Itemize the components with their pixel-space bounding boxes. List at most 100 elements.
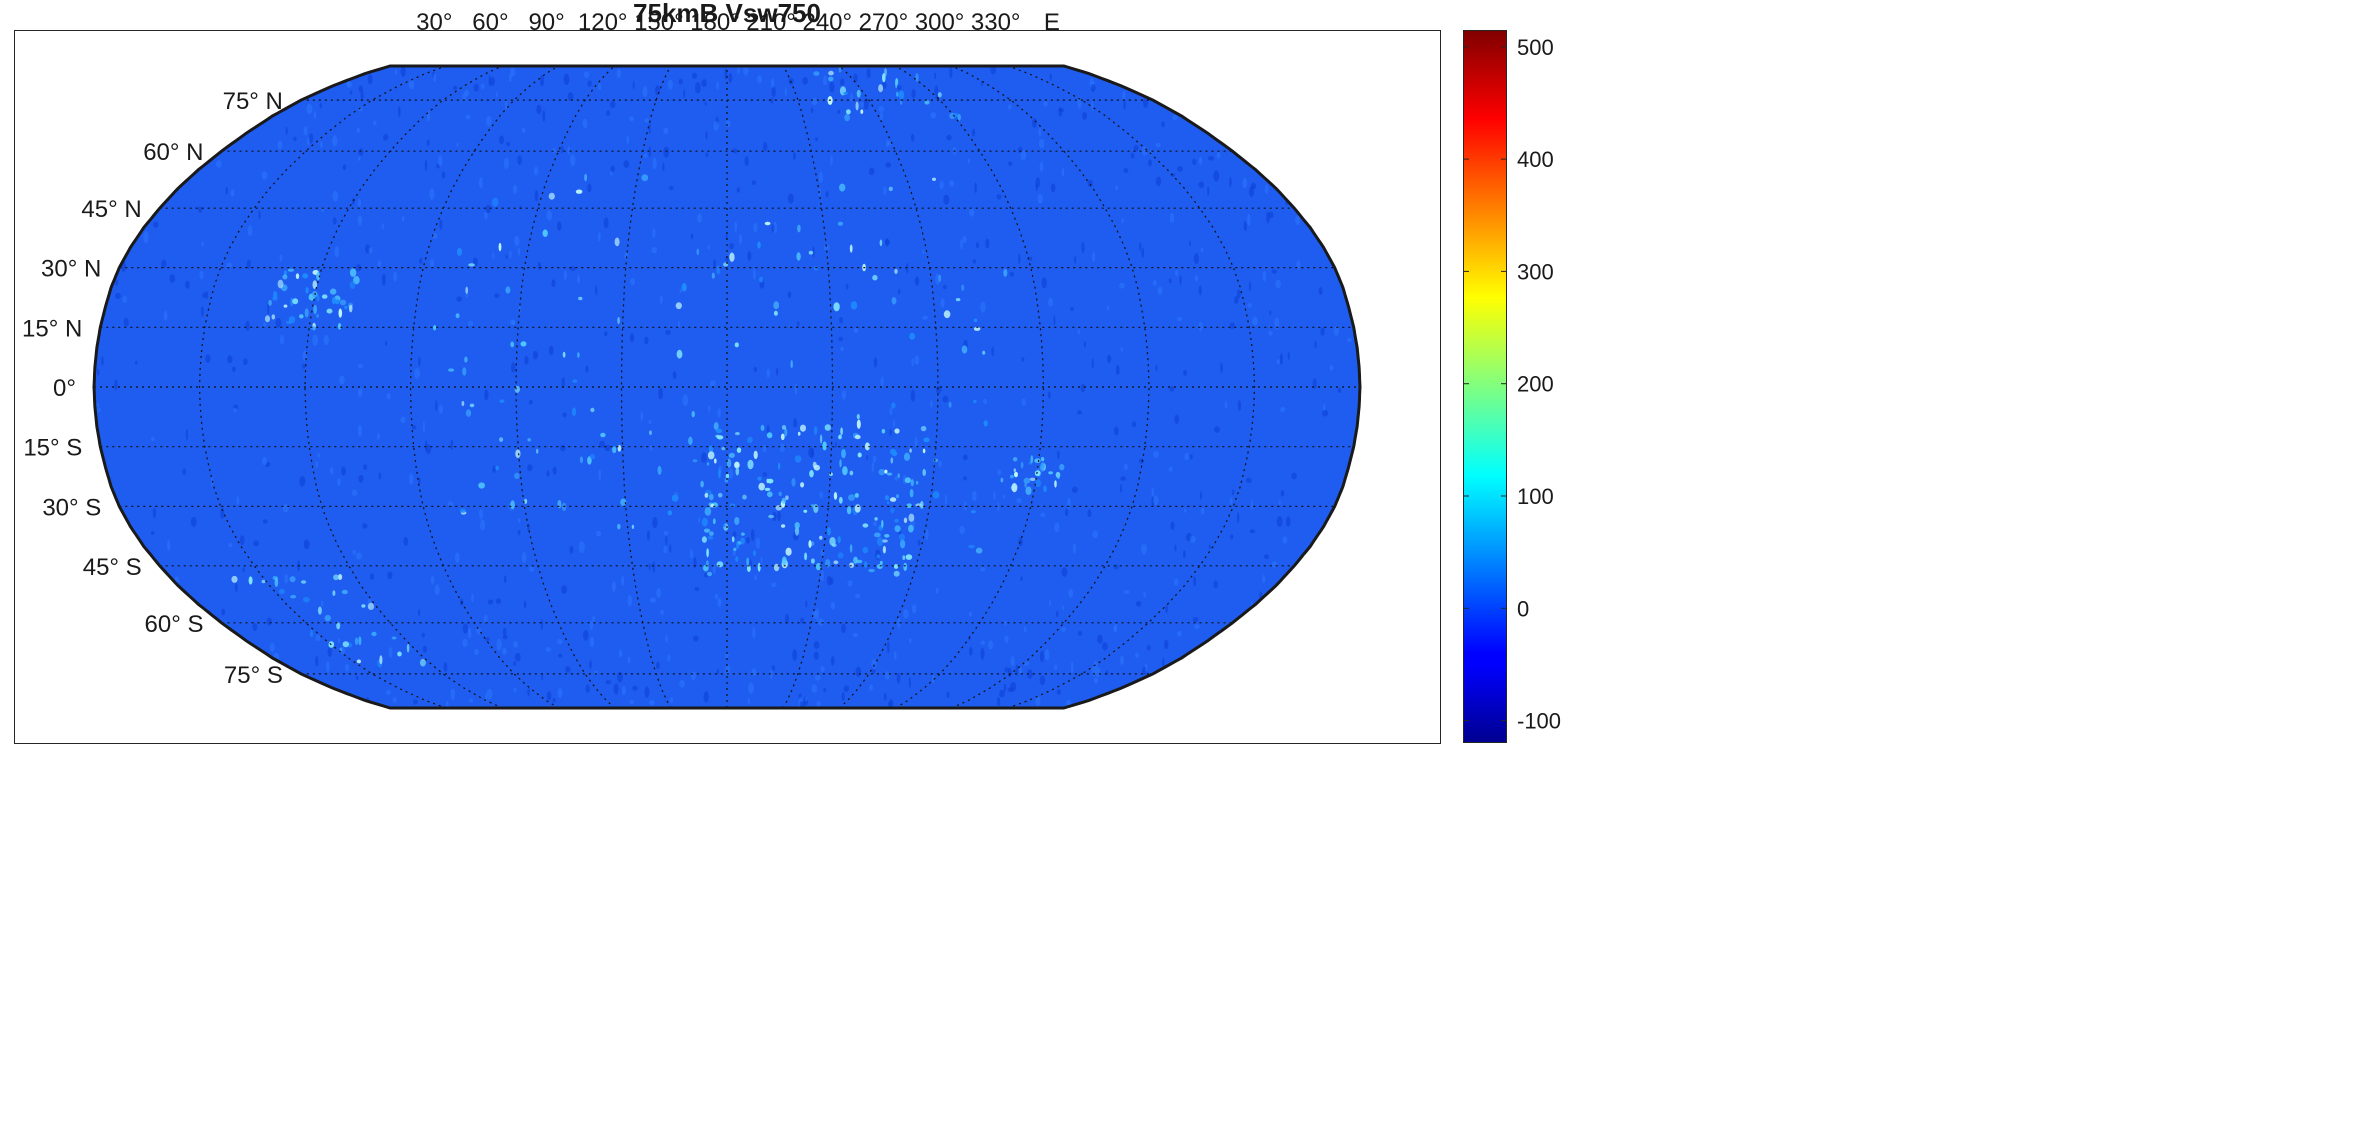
anomaly-speck: [349, 90, 353, 95]
anomaly-speck: [943, 194, 950, 205]
longitude-label: 150°: [634, 9, 684, 36]
anomaly-speck: [642, 86, 648, 98]
anomaly-speck: [1247, 303, 1252, 308]
anomaly-speck: [894, 476, 899, 481]
anomaly-speck: [511, 362, 516, 373]
anomaly-hotspot: [726, 458, 732, 468]
anomaly-speck: [432, 233, 438, 239]
anomaly-hotspot: [813, 425, 818, 435]
anomaly-hotspot: [344, 305, 348, 310]
anomaly-hotspot: [1057, 474, 1060, 479]
anomaly-hotspot: [718, 469, 721, 479]
anomaly-speck: [1262, 270, 1267, 282]
anomaly-speck: [1087, 179, 1093, 187]
anomaly-hotspot: [620, 498, 627, 507]
anomaly-speck: [1198, 181, 1205, 189]
anomaly-speck: [504, 98, 508, 111]
anomaly-speck: [513, 641, 519, 648]
anomaly-speck: [230, 189, 235, 197]
anomaly-speck: [201, 242, 204, 247]
anomaly-hotspot: [579, 456, 584, 464]
anomaly-speck: [750, 528, 755, 541]
anomaly-speck: [1051, 183, 1056, 193]
anomaly-speck: [949, 180, 955, 187]
anomaly-speck: [558, 653, 563, 658]
anomaly-speck: [747, 251, 752, 262]
anomaly-speck: [161, 259, 167, 269]
anomaly-hotspot: [768, 514, 775, 519]
anomaly-speck: [510, 66, 516, 77]
anomaly-speck: [656, 587, 661, 598]
anomaly-hotspot: [813, 464, 821, 471]
anomaly-speck: [385, 340, 388, 346]
anomaly-hotspot: [462, 367, 467, 376]
anomaly-speck: [841, 623, 846, 634]
anomaly-speck: [996, 194, 1002, 200]
anomaly-speck: [665, 634, 668, 643]
anomaly-speck: [239, 535, 245, 546]
anomaly-hotspot: [1020, 461, 1024, 469]
anomaly-hotspot: [1059, 464, 1065, 471]
anomaly-speck: [370, 573, 375, 580]
anomaly-hotspot: [905, 554, 913, 560]
latitude-label: 15° N: [22, 315, 82, 342]
anomaly-speck: [235, 582, 238, 593]
longitude-labels: 30° 60° 90° 120° 150° 180° 210° 240° 270° 300° 330…: [416, 9, 1060, 36]
anomaly-speck: [557, 639, 563, 645]
anomaly-speck: [672, 371, 677, 380]
anomaly-speck: [747, 697, 750, 705]
anomaly-speck: [221, 608, 226, 616]
anomaly-speck: [315, 461, 318, 469]
anomaly-speck: [153, 221, 159, 228]
anomaly-speck: [1243, 221, 1248, 232]
latitude-label: 30° N: [41, 256, 101, 283]
anomaly-speck: [330, 467, 334, 475]
anomaly-speck: [1020, 149, 1027, 161]
anomaly-speck: [495, 92, 498, 98]
anomaly-hotspot: [459, 508, 466, 513]
anomaly-speck: [484, 614, 488, 623]
anomaly-speck: [1032, 117, 1037, 128]
anomaly-speck: [1275, 279, 1281, 289]
anomaly-speck: [357, 198, 361, 208]
anomaly-hotspot: [468, 263, 475, 267]
anomaly-speck: [421, 632, 426, 638]
anomaly-hotspot: [334, 299, 340, 305]
anomaly-speck: [776, 367, 779, 376]
anomaly-speck: [524, 355, 529, 365]
anomaly-speck: [479, 509, 483, 520]
anomaly-speck: [911, 89, 916, 99]
anomaly-speck: [1056, 689, 1061, 695]
anomaly-speck: [1122, 91, 1126, 101]
anomaly-speck: [885, 139, 890, 148]
anomaly-hotspot: [794, 522, 800, 529]
anomaly-speck: [1229, 497, 1233, 506]
anomaly-speck: [859, 102, 865, 108]
anomaly-speck: [527, 464, 533, 472]
anomaly-speck: [649, 445, 653, 452]
anomaly-hotspot: [849, 470, 854, 476]
anomaly-hotspot: [854, 434, 861, 440]
anomaly-speck: [934, 85, 939, 96]
anomaly-speck: [424, 159, 428, 172]
anomaly-hotspot: [813, 266, 818, 271]
anomaly-speck: [1161, 121, 1165, 128]
anomaly-speck: [269, 642, 275, 653]
anomaly-speck: [663, 127, 669, 134]
anomaly-speck: [611, 581, 617, 592]
anomaly-hotspot: [829, 537, 836, 546]
anomaly-hotspot: [853, 556, 858, 564]
anomaly-speck: [830, 601, 836, 610]
anomaly-speck: [729, 242, 734, 250]
anomaly-speck: [1077, 410, 1083, 415]
anomaly-speck: [811, 684, 818, 693]
anomaly-hotspot: [336, 622, 341, 630]
anomaly-speck: [898, 288, 901, 295]
anomaly-hotspot: [231, 575, 238, 583]
map-title: 75kmB Vsw750: [633, 0, 821, 28]
anomaly-speck: [843, 685, 850, 693]
anomaly-hotspot: [527, 438, 531, 442]
anomaly-speck: [1041, 277, 1047, 289]
anomaly-hotspot: [781, 556, 787, 566]
anomaly-speck: [701, 452, 707, 463]
